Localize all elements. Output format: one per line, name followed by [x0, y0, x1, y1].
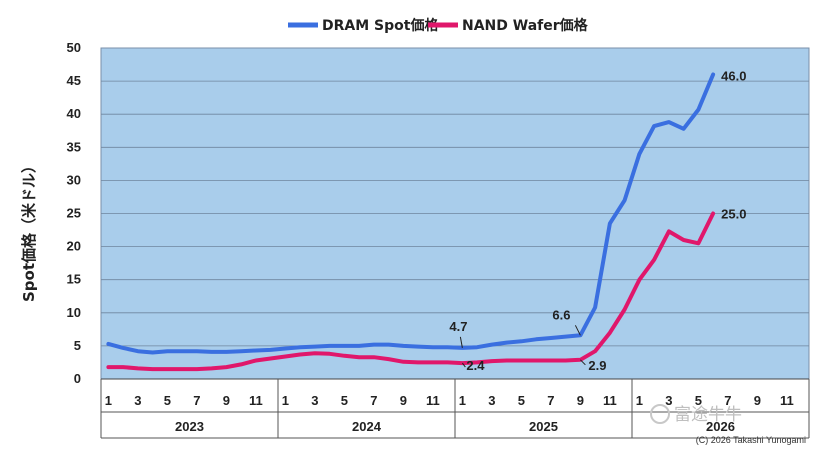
x-tick-label: 9 [400, 393, 407, 408]
x-tick-label: 1 [459, 393, 466, 408]
data-label-leader [580, 359, 586, 366]
data-label: 25.0 [721, 207, 746, 222]
watermark: 富途牛牛 [650, 404, 742, 425]
year-label: 2026 [706, 419, 735, 434]
y-tick-label: 15 [67, 272, 81, 287]
y-axis-ticks: 0 5 10 15 20 25 30 35 40 45 50 [67, 40, 81, 386]
x-tick-label: 3 [665, 393, 672, 408]
watermark-text: 富途牛牛 [674, 405, 742, 425]
x-tick-label: 3 [488, 393, 495, 408]
data-label-leader [461, 362, 466, 368]
data-label: 2.9 [588, 358, 606, 373]
x-tick-label: 11 [603, 393, 617, 408]
y-tick-label: 5 [74, 338, 81, 353]
y-tick-label: 45 [67, 73, 81, 88]
y-tick-label: 20 [67, 239, 81, 254]
x-tick-label: 5 [518, 393, 525, 408]
x-tick-label: 3 [134, 393, 141, 408]
y-tick-label: 0 [74, 371, 81, 386]
watermark-logo-icon [650, 404, 670, 424]
data-labels: 4.7 2.4 6.6 2.9 46.0 25.0 [449, 68, 746, 373]
data-label-leader [459, 336, 463, 348]
gridlines [101, 80, 809, 347]
x-tick-label: 5 [164, 393, 171, 408]
x-tick-label: 11 [426, 393, 440, 408]
data-label: 6.6 [552, 307, 570, 322]
x-tick-label: 9 [223, 393, 230, 408]
year-label: 2023 [175, 419, 204, 434]
y-tick-label: 50 [67, 40, 81, 55]
data-label: 46.0 [721, 68, 746, 83]
year-separators: 2023 2024 2025 2026 [100, 379, 810, 439]
x-tick-label: 7 [193, 393, 200, 408]
legend: DRAM Spot価格 NAND Wafer価格 [288, 17, 589, 34]
data-label: 2.4 [466, 358, 485, 373]
x-tick-label: 7 [547, 393, 554, 408]
y-tick-label: 40 [67, 106, 81, 121]
x-tick-label: 1 [105, 393, 112, 408]
x-tick-label: 9 [754, 393, 761, 408]
x-tick-label: 1 [636, 393, 643, 408]
data-label: 4.7 [449, 319, 467, 334]
x-tick-label: 11 [780, 393, 794, 408]
legend-label-dram: DRAM Spot価格 [322, 17, 439, 34]
x-tick-label: 1 [282, 393, 289, 408]
year-label: 2024 [352, 419, 382, 434]
series-line-dram [106, 72, 716, 355]
legend-label-nand: NAND Wafer価格 [462, 17, 589, 34]
x-tick-label: 11 [249, 393, 263, 408]
y-tick-label: 35 [67, 139, 81, 154]
year-label: 2025 [529, 419, 558, 434]
credit-text: (C) 2026 Takashi Yunogami [696, 435, 806, 445]
x-tick-label: 7 [370, 393, 377, 408]
y-axis-title: Spot価格（米ドル） [20, 158, 38, 302]
y-tick-label: 30 [67, 172, 81, 187]
x-axis-ticks: 1 3 5 7 9 11 1 3 5 7 9 11 1 3 5 7 9 11 1 3 5 7 9 11 [101, 378, 809, 408]
series-lines [106, 72, 716, 372]
y-tick-label: 25 [67, 206, 81, 221]
x-tick-label: 7 [724, 393, 731, 408]
x-tick-label: 3 [311, 393, 318, 408]
x-tick-label: 5 [341, 393, 348, 408]
data-label-leader [574, 325, 581, 336]
x-tick-label: 5 [695, 393, 702, 408]
series-line-nand [106, 211, 716, 372]
y-tick-label: 10 [67, 305, 81, 320]
x-tick-label: 9 [577, 393, 584, 408]
